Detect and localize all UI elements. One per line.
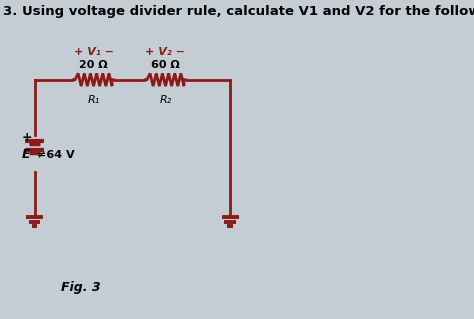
Text: E: E (22, 148, 30, 161)
Text: R₂: R₂ (159, 95, 172, 105)
Text: ≠64 V: ≠64 V (37, 150, 74, 160)
Text: R₁: R₁ (87, 95, 100, 105)
Text: 60 Ω: 60 Ω (151, 60, 180, 70)
Text: +: + (21, 131, 32, 144)
Text: + V₂ −: + V₂ − (146, 48, 185, 57)
Text: 20 Ω: 20 Ω (79, 60, 108, 70)
Text: 3. Using voltage divider rule, calculate V1 and V2 for the following fig. 3.: 3. Using voltage divider rule, calculate… (3, 5, 474, 18)
Text: Fig. 3: Fig. 3 (61, 281, 100, 293)
Text: + V₁ −: + V₁ − (73, 48, 114, 57)
